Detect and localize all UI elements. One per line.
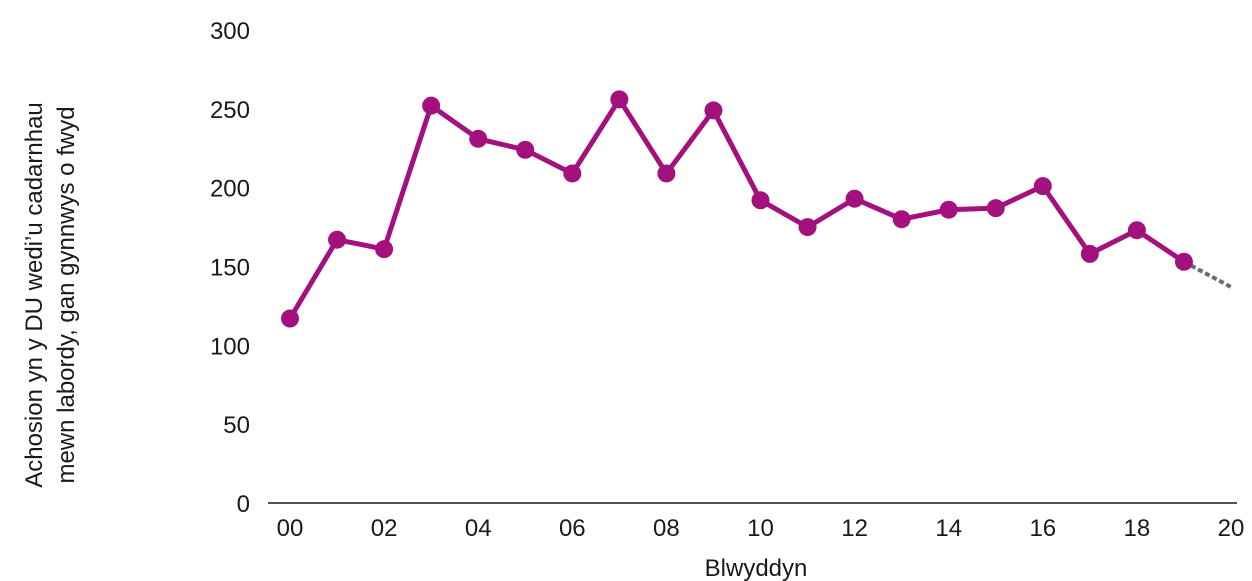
data-point [986,199,1005,218]
x-tick-label: 08 [653,515,680,542]
data-point [751,191,770,210]
series-line [287,96,1186,320]
data-point [1127,221,1146,240]
data-point [422,96,441,115]
x-tick-label: 02 [371,515,398,542]
x-tick-label: 04 [465,515,492,542]
data-point [892,210,911,229]
x-tick-label: 16 [1029,515,1056,542]
data-point [1174,252,1193,271]
y-axis-title-line-1: Achosion yn y DU wedi’u cadarnhau [21,102,48,488]
data-point [563,164,582,183]
data-point [375,240,394,259]
data-point [281,309,299,328]
data-point [1080,244,1099,263]
x-axis-title: Blwyddyn [705,555,808,581]
y-tick-label: 150 [210,255,250,282]
x-tick-label: 14 [935,515,962,542]
data-point [328,230,347,249]
x-tick-label: 00 [277,515,304,542]
x-tick-label: 06 [559,515,586,542]
data-points [281,90,1193,328]
y-tick-label: 50 [223,412,250,439]
data-point [704,101,723,120]
data-point [798,218,817,237]
data-point [845,189,864,208]
y-tick-label: 300 [210,18,250,45]
data-point [939,200,958,219]
data-point [1033,177,1052,196]
x-tick-label: 20 [1218,515,1245,542]
data-point [610,90,629,109]
x-axis-tick-labels: 00 02 04 06 08 10 12 14 16 18 20 [277,515,1245,542]
y-tick-label: 200 [210,176,250,203]
data-point [516,140,535,159]
x-tick-label: 10 [747,515,774,542]
x-tick-label: 18 [1124,515,1151,542]
data-point [469,129,488,148]
y-tick-label: 0 [237,491,250,518]
y-axis-title: Achosion yn y DU wedi’u cadarnhau mewn l… [21,102,80,488]
data-point [657,164,676,183]
y-axis-title-line-2: mewn labordy, gan gynnwys o fwyd [53,106,80,483]
y-tick-label: 100 [210,333,250,360]
y-axis-tick-labels: 0 50 100 150 200 250 300 [210,18,250,518]
y-tick-label: 250 [210,97,250,124]
x-tick-label: 12 [841,515,868,542]
